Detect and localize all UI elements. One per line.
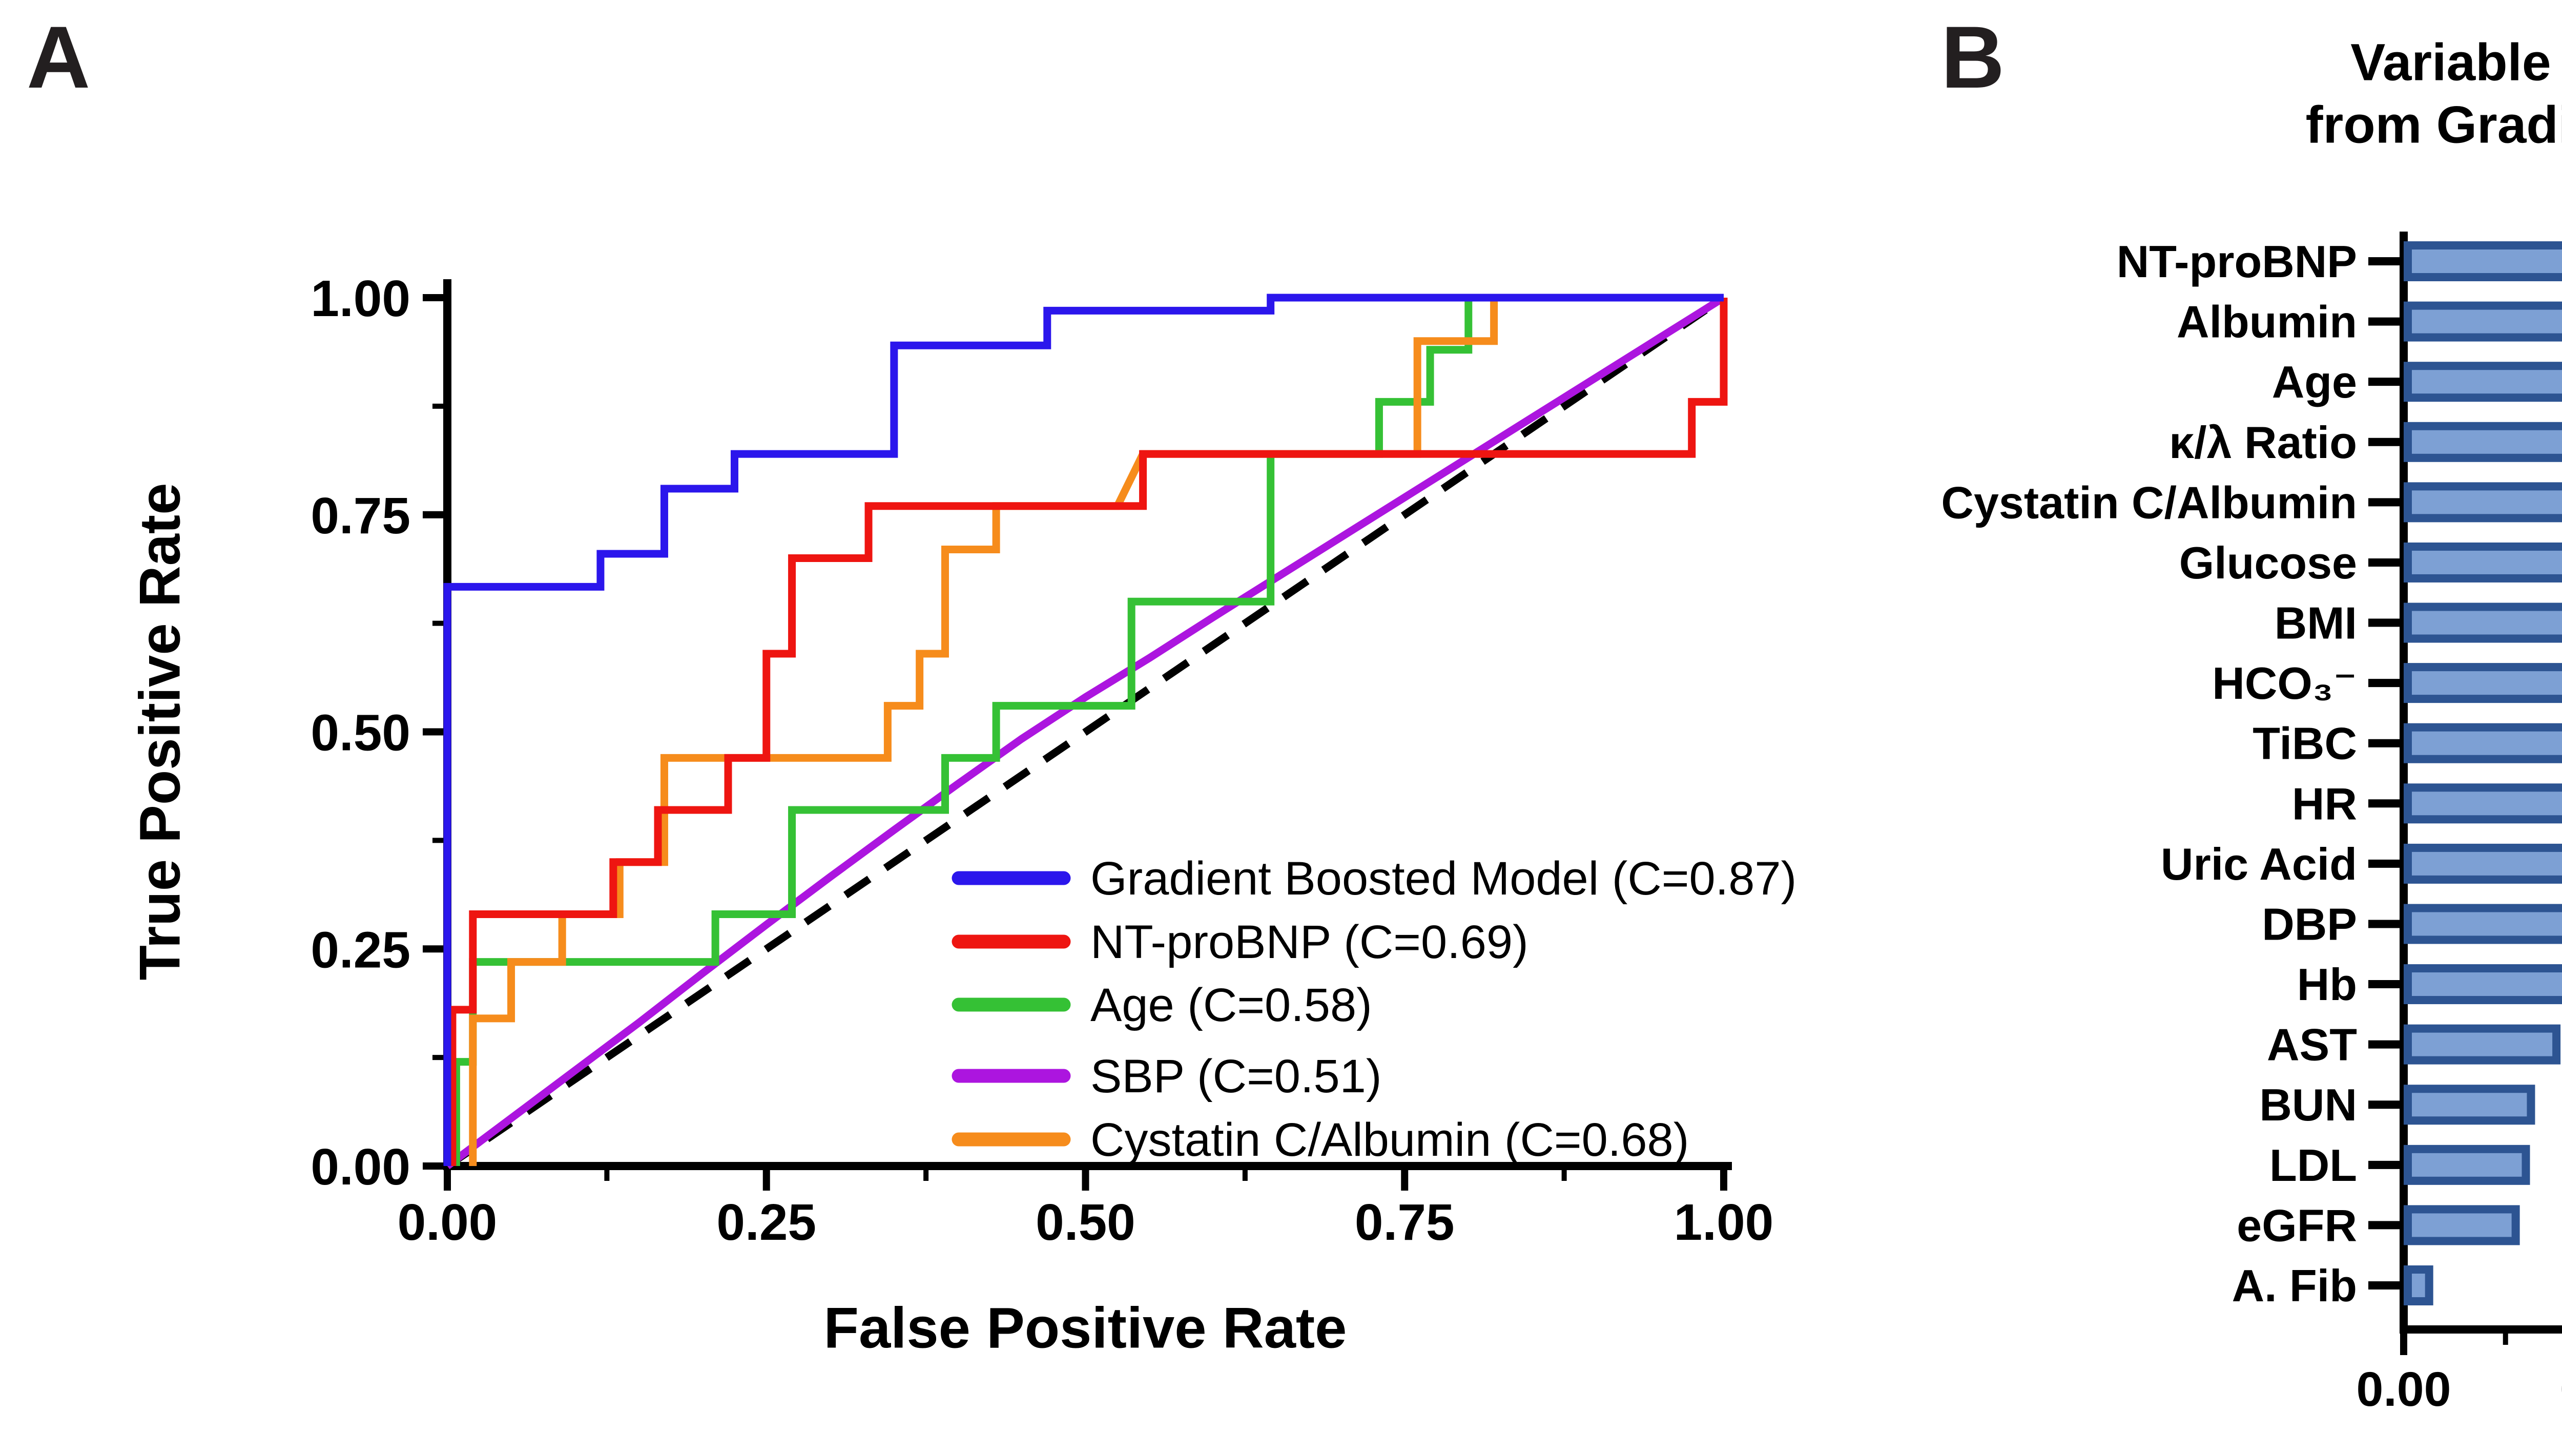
category-label-hb: Hb <box>2297 959 2357 1010</box>
roc-curve-sbp-c-0-51 <box>445 294 1726 1170</box>
category-label-hco: HCO₃⁻ <box>2212 658 2357 709</box>
importance-title-line2: from Gradient Boosting <box>2305 95 2562 154</box>
category-label-tibc: TiBC <box>2253 718 2357 769</box>
category-label-uric-acid: Uric Acid <box>2161 839 2357 889</box>
roc-curve-gradient-boosted-model-c-0-87 <box>443 294 1724 1166</box>
legend-label-cystatin-c-albumin-c-0-68: Cystatin C/Albumin (C=0.68) <box>1090 1114 1689 1166</box>
bar-bmi <box>2404 602 2562 643</box>
category-label-bun: BUN <box>2259 1079 2357 1130</box>
category-label-glucose: Glucose <box>2179 537 2357 588</box>
roc-y-tick-label: 0.75 <box>311 487 410 545</box>
roc-curve-nt-probnp-c-0-69 <box>448 298 1728 1166</box>
category-label-ast: AST <box>2267 1020 2357 1070</box>
roc-x-tick-label: 1.00 <box>1674 1194 1774 1251</box>
category-label-egfr: eGFR <box>2237 1200 2357 1251</box>
category-label-ratio: κ/λ Ratio <box>2169 417 2357 468</box>
roc-y-tick-label: 0.25 <box>311 921 410 979</box>
bar-ast <box>2404 1024 2561 1065</box>
roc-x-tick-label: 0.00 <box>398 1194 498 1251</box>
bar-tibc <box>2404 723 2562 763</box>
category-label-a-fib: A. Fib <box>2232 1260 2357 1311</box>
bar-ratio <box>2404 422 2562 462</box>
roc-y-axis-title: True Positive Rate <box>128 483 192 981</box>
importance-x-tick-label: 0.04 <box>2560 1362 2562 1417</box>
roc-y-tick-label: 0.50 <box>311 704 410 762</box>
importance-x-tick-label: 0.00 <box>2357 1362 2451 1417</box>
roc-x-tick-label: 0.25 <box>716 1194 816 1251</box>
legend-label-nt-probnp-c-0-69: NT-proBNP (C=0.69) <box>1090 916 1528 968</box>
category-label-hr: HR <box>2292 778 2357 829</box>
category-label-ldl: LDL <box>2269 1140 2357 1191</box>
importance-title-line1: Variable Importance <box>2350 33 2562 92</box>
bar-nt-probnp <box>2404 241 2562 281</box>
category-label-nt-probnp: NT-proBNP <box>2117 236 2357 287</box>
bar-ldl <box>2404 1145 2530 1185</box>
roc-x-tick-label: 0.50 <box>1036 1194 1135 1251</box>
roc-y-tick-label: 1.00 <box>311 270 410 327</box>
category-label-age: Age <box>2272 357 2357 407</box>
bar-hb <box>2404 964 2562 1005</box>
category-label-bmi: BMI <box>2275 598 2357 649</box>
bar-egfr <box>2404 1205 2520 1245</box>
bar-hco <box>2404 663 2562 703</box>
legend-label-sbp-c-0-51: SBP (C=0.51) <box>1090 1050 1382 1103</box>
bar-glucose <box>2404 542 2562 583</box>
roc-curve-chance-diagonal <box>445 294 1726 1170</box>
bar-albumin <box>2404 301 2562 342</box>
roc-x-axis-title: False Positive Rate <box>823 1296 1347 1360</box>
bar-age <box>2404 362 2562 402</box>
bar-cystatin-c-albumin <box>2404 482 2562 523</box>
panel-a-label: A <box>27 8 91 107</box>
roc-y-tick-label: 0.00 <box>311 1138 410 1196</box>
category-label-dbp: DBP <box>2262 899 2357 949</box>
category-label-albumin: Albumin <box>2177 297 2357 347</box>
bar-hr <box>2404 783 2562 824</box>
bar-a-fib <box>2404 1265 2433 1305</box>
panel-b-label: B <box>1941 8 2005 107</box>
bar-bun <box>2404 1085 2535 1125</box>
bar-dbp <box>2404 904 2562 944</box>
legend-label-age-c-0-58: Age (C=0.58) <box>1090 979 1372 1031</box>
category-label-cystatin-c-albumin: Cystatin C/Albumin <box>1941 477 2357 528</box>
bar-uric-acid <box>2404 843 2562 884</box>
roc-x-tick-label: 0.75 <box>1355 1194 1455 1251</box>
legend-label-gradient-boosted-model-c-0-87: Gradient Boosted Model (C=0.87) <box>1090 852 1796 905</box>
roc-curve-age-c-0-58 <box>452 294 1724 1166</box>
